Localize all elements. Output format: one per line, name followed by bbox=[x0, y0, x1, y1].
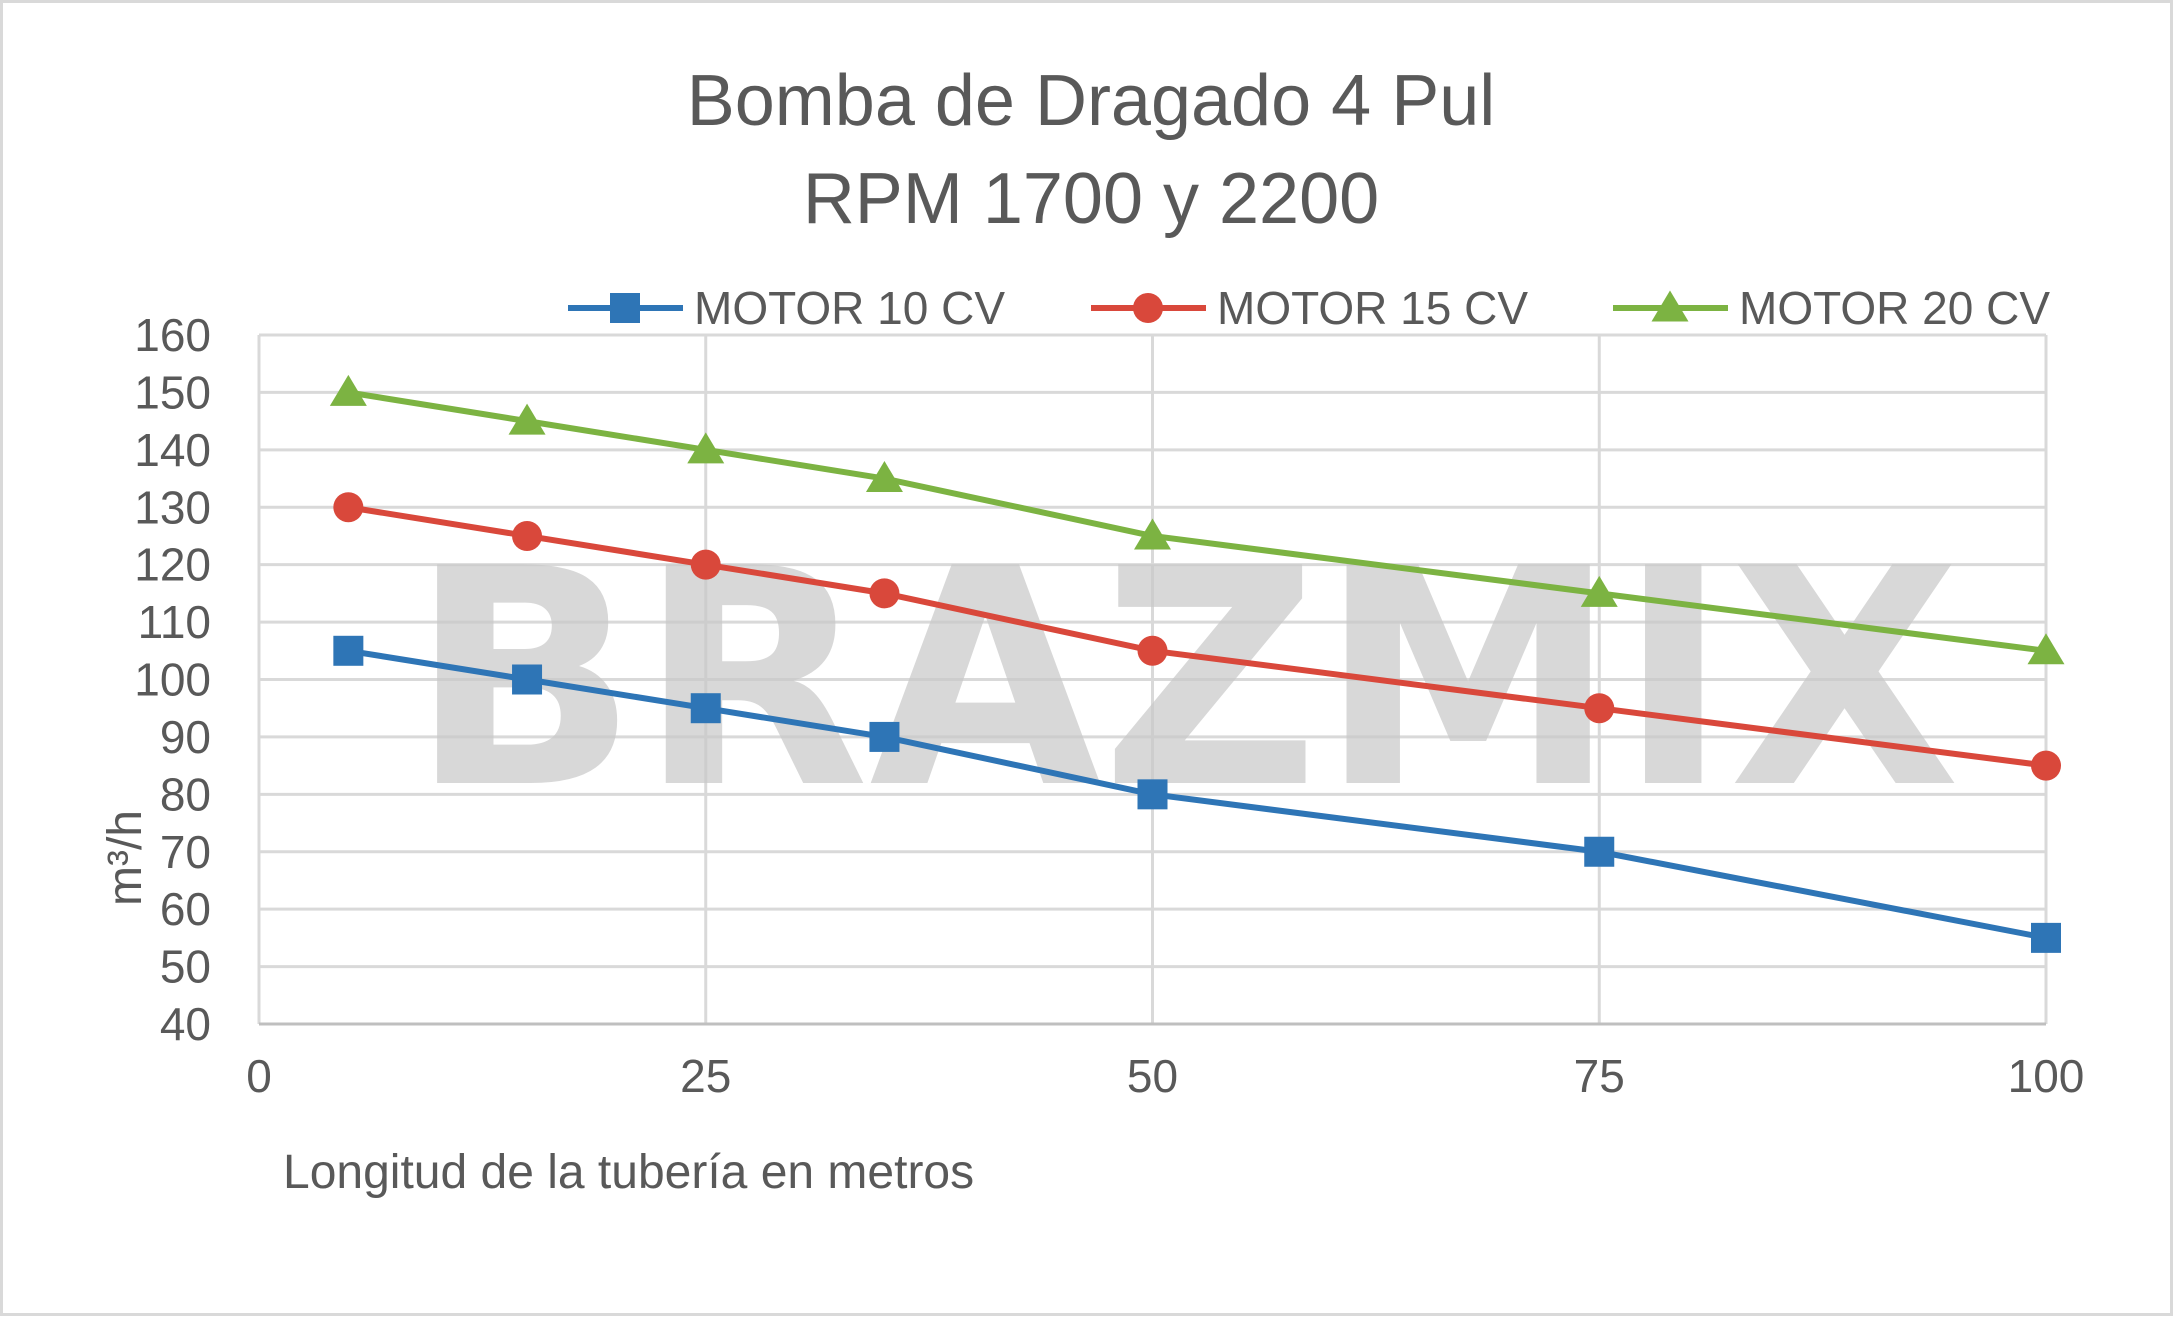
data-point-motor-10-cv bbox=[869, 721, 900, 752]
x-tick-label: 100 bbox=[2008, 1050, 2085, 1102]
chart-title-line-1: Bomba de Dragado 4 Pul bbox=[687, 61, 1496, 141]
data-point-motor-20-cv bbox=[1134, 518, 1171, 550]
legend-label-motor-15-cv: MOTOR 15 CV bbox=[1217, 282, 1528, 334]
data-point-motor-15-cv bbox=[1137, 635, 1168, 666]
y-tick-label: 120 bbox=[134, 539, 211, 591]
legend-label-motor-10-cv: MOTOR 10 CV bbox=[694, 282, 1005, 334]
data-point-motor-10-cv bbox=[1584, 836, 1615, 867]
x-tick-label: 75 bbox=[1574, 1050, 1625, 1102]
data-point-motor-20-cv bbox=[865, 461, 903, 493]
legend: MOTOR 10 CV MOTOR 15 CV MOTOR 20 CV bbox=[568, 282, 2050, 334]
data-point-motor-15-cv bbox=[333, 492, 364, 523]
legend-marker-motor-10-cv bbox=[610, 293, 640, 323]
legend-marker-motor-15-cv bbox=[1133, 293, 1163, 323]
y-tick-label: 60 bbox=[160, 883, 211, 935]
legend-item-motor-20-cv: MOTOR 20 CV bbox=[1613, 282, 2050, 334]
data-point-motor-10-cv bbox=[1137, 779, 1168, 810]
data-point-motor-15-cv bbox=[2031, 750, 2061, 781]
data-point-motor-20-cv bbox=[508, 403, 546, 435]
y-tick-label: 90 bbox=[160, 711, 211, 763]
line-chart: BRAZMIX 40506070809010011012013014015016… bbox=[99, 61, 2084, 1199]
data-point-motor-10-cv bbox=[512, 664, 543, 695]
legend-label-motor-20-cv: MOTOR 20 CV bbox=[1739, 282, 2050, 334]
y-tick-label: 130 bbox=[134, 481, 211, 533]
data-point-motor-15-cv bbox=[1584, 693, 1615, 724]
data-point-motor-10-cv bbox=[333, 635, 364, 666]
data-point-motor-15-cv bbox=[512, 520, 543, 551]
legend-marker-motor-20-cv bbox=[1651, 290, 1689, 322]
x-axis-label: Longitud de la tubería en metros bbox=[283, 1146, 974, 1199]
series-motor-15-cv bbox=[333, 492, 2061, 781]
series-motor-20-cv bbox=[329, 374, 2065, 665]
chart-title: Bomba de Dragado 4 Pul RPM 1700 y 2200 bbox=[687, 61, 1496, 239]
grid-lines bbox=[257, 333, 2048, 1024]
y-tick-label: 100 bbox=[134, 654, 211, 706]
legend-item-motor-15-cv: MOTOR 15 CV bbox=[1091, 282, 1528, 334]
y-tick-label: 70 bbox=[160, 826, 211, 878]
data-point-motor-10-cv bbox=[2031, 922, 2061, 953]
legend-item-motor-10-cv: MOTOR 10 CV bbox=[568, 282, 1005, 334]
y-tick-label: 110 bbox=[138, 596, 211, 648]
series-layer bbox=[329, 374, 2065, 953]
series-motor-10-cv bbox=[333, 635, 2061, 953]
data-point-motor-15-cv bbox=[690, 549, 721, 580]
data-point-motor-20-cv bbox=[2027, 633, 2065, 665]
y-tick-label: 150 bbox=[134, 366, 211, 418]
data-point-motor-20-cv bbox=[687, 432, 725, 464]
y-tick-label: 160 bbox=[134, 309, 211, 361]
x-tick-label: 25 bbox=[680, 1050, 731, 1102]
x-tick-label: 50 bbox=[1127, 1050, 1178, 1102]
chart-title-line-2: RPM 1700 y 2200 bbox=[803, 159, 1379, 239]
y-axis-label: m³/h bbox=[99, 810, 152, 906]
x-tick-label: 0 bbox=[246, 1050, 272, 1102]
data-point-motor-15-cv bbox=[869, 578, 900, 609]
y-tick-label: 80 bbox=[160, 768, 211, 820]
data-point-motor-10-cv bbox=[690, 693, 721, 724]
data-point-motor-20-cv bbox=[1580, 575, 1618, 607]
y-tick-label: 140 bbox=[134, 424, 211, 476]
data-point-motor-20-cv bbox=[329, 374, 367, 406]
y-tick-label: 50 bbox=[160, 941, 211, 993]
y-tick-label: 40 bbox=[160, 998, 211, 1050]
